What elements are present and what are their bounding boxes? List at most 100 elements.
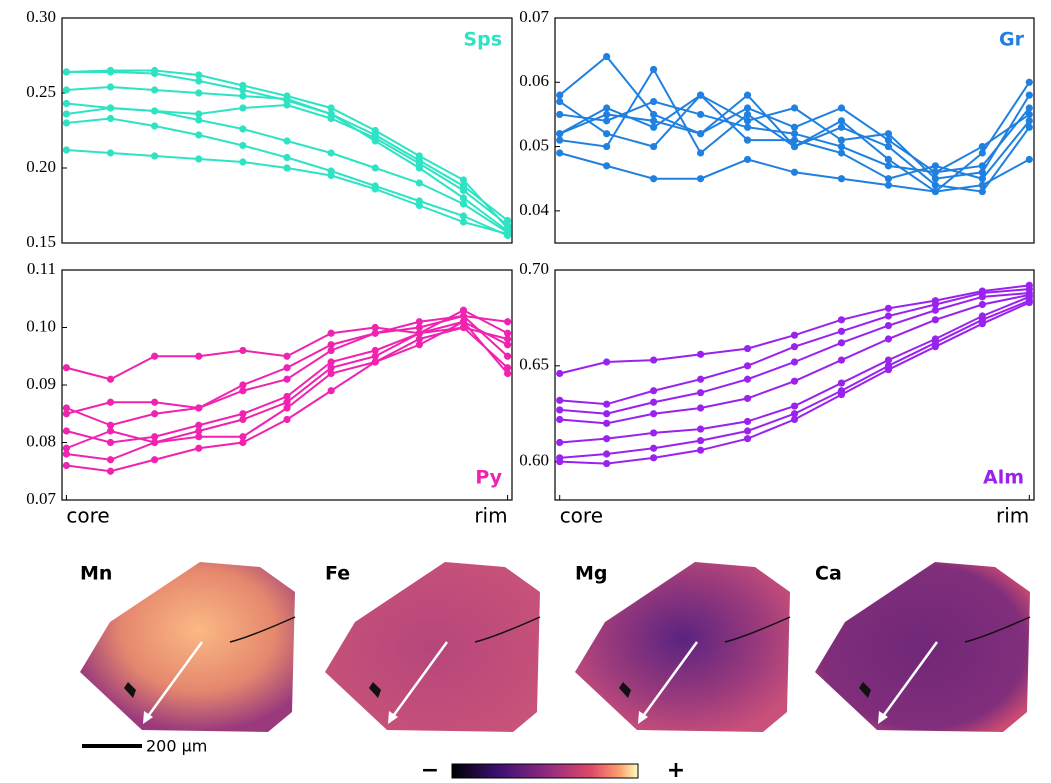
data-point xyxy=(696,389,705,397)
data-point xyxy=(978,175,986,183)
profile-arrow xyxy=(639,641,699,720)
arrow-head xyxy=(878,711,888,724)
data-point xyxy=(650,142,658,151)
data-point xyxy=(650,123,658,131)
data-point xyxy=(503,369,512,378)
data-point xyxy=(837,149,846,157)
data-point xyxy=(459,186,468,195)
data-point xyxy=(884,366,893,374)
data-point xyxy=(603,419,611,427)
series-line xyxy=(66,326,509,450)
data-point xyxy=(556,149,564,157)
data-point xyxy=(650,65,658,74)
data-point xyxy=(62,68,71,76)
arrow-head xyxy=(388,711,398,724)
series-line xyxy=(66,149,508,235)
data-point xyxy=(283,364,291,372)
data-point xyxy=(884,181,893,189)
data-point xyxy=(239,438,247,447)
inclusion xyxy=(619,682,631,698)
data-point xyxy=(283,164,291,172)
data-point xyxy=(195,110,203,118)
data-point xyxy=(371,329,379,337)
data-point xyxy=(1025,155,1033,164)
data-point xyxy=(790,168,799,176)
data-point xyxy=(603,459,611,468)
data-point xyxy=(1025,110,1033,119)
data-point xyxy=(696,130,705,138)
data-point xyxy=(603,142,611,151)
data-point xyxy=(283,137,291,145)
data-point xyxy=(239,415,247,424)
y-tick-label: 0.06 xyxy=(519,71,549,90)
data-point xyxy=(884,130,893,138)
y-tick-label: 0.70 xyxy=(519,259,549,278)
data-point xyxy=(195,116,203,124)
data-point xyxy=(837,327,846,335)
data-point xyxy=(837,356,846,364)
inclusion xyxy=(859,682,871,698)
data-point xyxy=(239,346,247,355)
y-tick-label: 0.20 xyxy=(26,157,56,176)
data-point xyxy=(790,142,799,151)
profile-arrow xyxy=(879,641,939,720)
data-point xyxy=(978,181,986,189)
x-tick-label: core xyxy=(66,504,109,528)
data-point xyxy=(415,179,423,187)
data-point xyxy=(327,346,335,355)
data-point xyxy=(327,358,335,366)
x-tick-label: core xyxy=(560,504,603,528)
data-point xyxy=(195,433,203,441)
colorbar-high: + xyxy=(667,758,685,783)
data-point xyxy=(837,390,846,399)
data-point xyxy=(195,71,203,79)
data-point xyxy=(106,66,115,75)
data-point xyxy=(371,323,379,332)
arrow-head xyxy=(143,711,153,724)
data-point xyxy=(62,444,71,452)
data-point xyxy=(556,130,564,138)
data-point xyxy=(837,379,846,387)
data-point xyxy=(790,343,799,351)
data-point xyxy=(650,398,658,406)
plot-frame xyxy=(61,17,513,244)
data-point xyxy=(459,218,468,226)
data-point xyxy=(696,149,705,157)
data-point xyxy=(283,352,291,360)
data-point xyxy=(195,89,203,97)
data-point xyxy=(415,152,423,160)
data-point xyxy=(696,350,705,358)
data-point xyxy=(151,107,159,115)
data-point xyxy=(650,387,658,395)
data-point xyxy=(603,52,611,61)
data-point xyxy=(790,130,799,138)
data-point xyxy=(931,306,939,314)
data-point xyxy=(459,318,468,326)
data-point xyxy=(556,97,564,106)
data-point xyxy=(743,136,752,144)
y-tick-label: 0.09 xyxy=(26,374,56,393)
data-point xyxy=(151,398,159,406)
profile-arrow xyxy=(144,641,204,720)
data-point xyxy=(556,369,564,378)
data-point xyxy=(696,375,705,383)
data-point xyxy=(931,175,939,183)
data-point xyxy=(415,341,423,349)
scale-bar-label: 200 µm xyxy=(146,737,207,756)
data-point xyxy=(931,343,939,351)
data-point xyxy=(790,358,799,366)
data-point xyxy=(650,117,658,125)
data-point xyxy=(371,126,379,135)
data-point xyxy=(603,104,611,112)
data-point xyxy=(650,175,658,183)
y-tick-label: 0.07 xyxy=(26,489,56,508)
y-tick-label: 0.05 xyxy=(519,135,549,154)
data-point xyxy=(978,300,986,309)
data-point xyxy=(603,435,611,443)
map-label: Mg xyxy=(575,563,608,585)
data-point xyxy=(62,427,71,435)
x-tick-label: rim xyxy=(996,504,1029,528)
data-point xyxy=(327,104,335,112)
data-point xyxy=(195,444,203,452)
data-point xyxy=(151,410,159,418)
